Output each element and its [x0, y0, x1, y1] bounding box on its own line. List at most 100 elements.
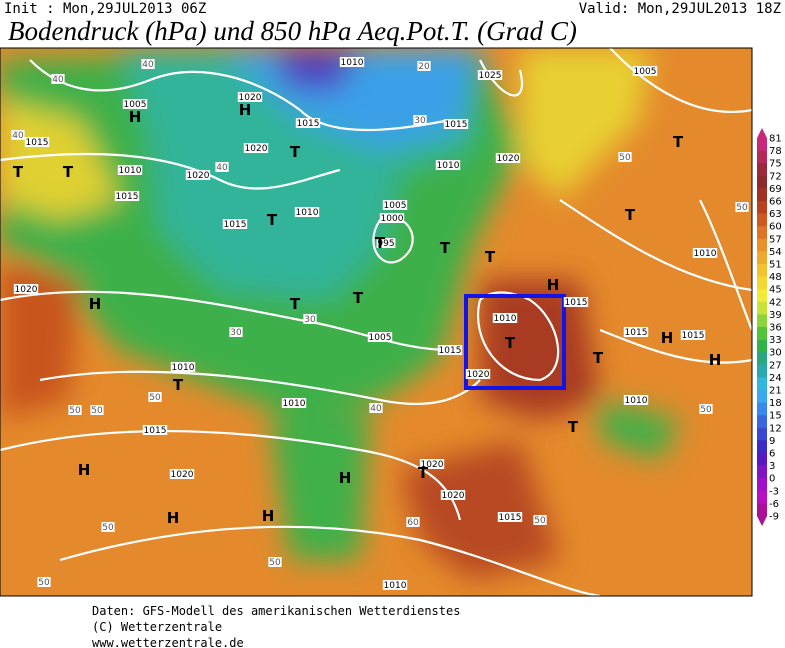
- temperature-label: 50: [102, 523, 114, 533]
- label-box: [477, 70, 503, 80]
- isobar-label: 1015: [116, 192, 139, 202]
- temperature-label: 60: [407, 518, 419, 528]
- temperature-label: 50: [534, 516, 546, 526]
- pressure-center: H: [129, 108, 142, 126]
- pressure-center: H: [661, 329, 674, 347]
- isobar-label: 1015: [297, 119, 320, 129]
- map-field: [0, 48, 752, 596]
- footer-line: Daten: GFS-Modell des amerikanischen Wet…: [92, 604, 460, 618]
- colorbar-label: 39: [769, 310, 782, 321]
- isobar-label: 1020: [187, 171, 210, 181]
- label-box: [101, 522, 115, 532]
- isobar-label: 1010: [283, 399, 306, 409]
- colorbar-band: [757, 201, 767, 214]
- isobar-label: 1020: [467, 370, 490, 380]
- temperature-label: 40: [142, 60, 154, 70]
- pressure-center: T: [485, 248, 496, 266]
- label-box: [680, 330, 706, 340]
- pressure-center: H: [89, 295, 102, 313]
- temperature-label: 30: [230, 328, 242, 338]
- isobar-label: 1015: [445, 120, 468, 130]
- colorbar: 8178757269666360575451484542393633302724…: [757, 128, 782, 526]
- colorbar-band: [757, 478, 767, 492]
- pressure-center: H: [547, 276, 560, 294]
- isobar-label: 1020: [239, 93, 262, 103]
- pressure-center: T: [625, 206, 636, 224]
- pressure-center: T: [290, 295, 301, 313]
- temperature-label: 30: [304, 315, 316, 325]
- colorbar-label: 78: [769, 146, 782, 157]
- isobar-label: 1025: [479, 71, 502, 81]
- colorbar-band: [757, 163, 767, 177]
- isobar-label: 1005: [634, 67, 657, 77]
- label-box: [229, 327, 243, 337]
- label-box: [623, 395, 649, 405]
- colorbar-label: 33: [769, 335, 782, 346]
- pressure-center: T: [593, 349, 604, 367]
- isobar-label: 1020: [245, 144, 268, 154]
- label-box: [117, 165, 143, 175]
- pressure-center: T: [267, 211, 278, 229]
- highlight-box: [464, 294, 566, 390]
- label-box: [699, 404, 713, 414]
- pressure-center: T: [13, 163, 24, 181]
- label-box: [237, 92, 263, 102]
- colorbar-band: [757, 226, 767, 240]
- label-box: [215, 162, 229, 172]
- temperature-label: 40: [216, 163, 228, 173]
- temperature-label: 40: [52, 75, 64, 85]
- pressure-center: T: [673, 133, 684, 151]
- colorbar-band: [757, 301, 767, 315]
- pressure-center: T: [440, 239, 451, 257]
- temperature-label: 50: [700, 405, 712, 415]
- isobars: [0, 48, 752, 596]
- colorbar-label: 75: [769, 159, 782, 170]
- label-box: [24, 137, 50, 147]
- colorbar-label: 12: [769, 423, 782, 434]
- label-box: [435, 160, 461, 170]
- colorbar-label: 51: [769, 260, 782, 271]
- colorbar-band: [757, 490, 767, 504]
- valid-time: Valid: Mon,29JUL2013 18Z: [579, 1, 781, 17]
- isobar-label: 1020: [15, 285, 38, 295]
- label-box: [417, 61, 431, 71]
- isobar-label: 1010: [494, 314, 517, 324]
- temperature-label: 20: [418, 62, 430, 72]
- colorbar-label: -6: [769, 499, 779, 510]
- colorbar-label: 66: [769, 197, 782, 208]
- colorbar-band: [757, 276, 767, 290]
- footer-line: (C) Wetterzentrale: [92, 620, 222, 634]
- colorbar-label: 57: [769, 234, 782, 245]
- pressure-center: H: [262, 507, 275, 525]
- colorbar-label: 24: [769, 373, 782, 384]
- temperature-label: 50: [149, 393, 161, 403]
- temperature-label: 30: [414, 116, 426, 126]
- label-box: [379, 213, 405, 223]
- colorbar-label: 27: [769, 360, 782, 371]
- label-box: [281, 398, 307, 408]
- isobar-label: 1015: [26, 138, 49, 148]
- colorbar-label: -9: [769, 512, 779, 523]
- isobar-label: 1015: [499, 513, 522, 523]
- isobar-label: 1015: [625, 328, 648, 338]
- isobar-label: 1010: [341, 58, 364, 68]
- map-frame: [0, 47, 753, 597]
- isobar-label: 1005: [124, 100, 147, 110]
- colorbar-label: 0: [769, 474, 775, 485]
- isobar-label: 1015: [682, 331, 705, 341]
- colorbar-band: [757, 503, 767, 517]
- label-box: [169, 469, 195, 479]
- map-labels: 1010 1020 1005 1015 1010 1015 1020 1020 1015 1010…: [11, 57, 749, 591]
- colorbar-label: 42: [769, 297, 782, 308]
- colorbar-band: [757, 427, 767, 441]
- pressure-center: H: [709, 351, 722, 369]
- colorbar-band: [757, 352, 767, 366]
- label-box: [443, 119, 469, 129]
- colorbar-band: [757, 251, 767, 265]
- label-box: [13, 284, 39, 294]
- temperature-label: 50: [269, 558, 281, 568]
- isobar-label: 1020: [442, 491, 465, 501]
- colorbar-label: 9: [769, 436, 775, 447]
- isobar-label: 1010: [119, 166, 142, 176]
